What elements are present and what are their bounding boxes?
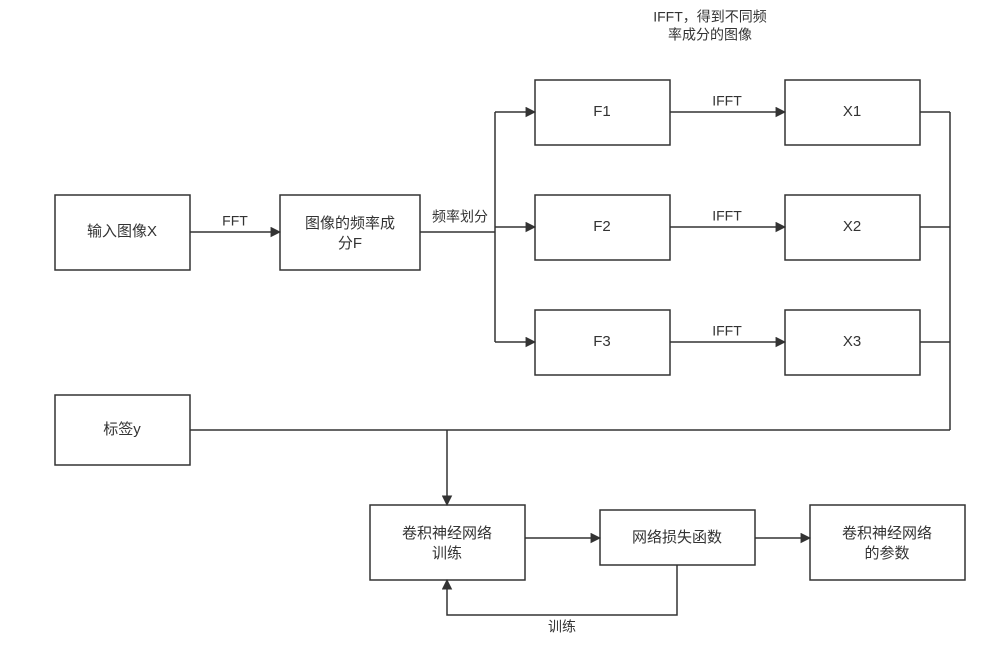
node-freqF: 图像的频率成 分F [280, 195, 420, 270]
node-X3: X3 [785, 310, 920, 375]
node-cnnTrain-label1: 卷积神经网络 [402, 525, 492, 542]
node-X2: X2 [785, 195, 920, 260]
node-loss: 网络损失函数 [600, 510, 755, 565]
node-labelY: 标签y [55, 395, 190, 465]
node-F3-label: F3 [593, 333, 611, 350]
edge-F1-to-X1-label: IFFT [712, 93, 742, 109]
node-F2-label: F2 [593, 218, 611, 235]
node-X2-label: X2 [843, 218, 861, 235]
node-freqF-label1: 图像的频率成 [305, 215, 395, 232]
node-cnnTrain-label2: 训练 [432, 545, 462, 562]
node-X3-label: X3 [843, 333, 861, 350]
edge-input-to-F-label: FFT [222, 213, 248, 229]
diagram-title-line2: 率成分的图像 [668, 27, 752, 43]
node-labelY-label: 标签y [103, 421, 141, 438]
node-X1-label: X1 [843, 103, 861, 120]
node-cnnTrain: 卷积神经网络 训练 [370, 505, 525, 580]
node-F2: F2 [535, 195, 670, 260]
edge-feedback-label: 训练 [548, 619, 576, 635]
diagram-title-line1: IFFT，得到不同频 [653, 9, 767, 25]
node-F3: F3 [535, 310, 670, 375]
node-input-label: 输入图像X [87, 223, 157, 240]
edge-F2-to-X2-label: IFFT [712, 208, 742, 224]
node-X1: X1 [785, 80, 920, 145]
node-loss-label: 网络损失函数 [632, 529, 722, 546]
node-freqF-label2: 分F [338, 235, 362, 252]
node-F1: F1 [535, 80, 670, 145]
node-F1-label: F1 [593, 103, 611, 120]
node-params: 卷积神经网络 的参数 [810, 505, 965, 580]
edge-F3-to-X3-label: IFFT [712, 323, 742, 339]
node-input: 输入图像X [55, 195, 190, 270]
node-params-label1: 卷积神经网络 [842, 525, 932, 542]
edge-F-split-label: 频率划分 [432, 209, 488, 225]
node-params-label2: 的参数 [864, 545, 909, 562]
